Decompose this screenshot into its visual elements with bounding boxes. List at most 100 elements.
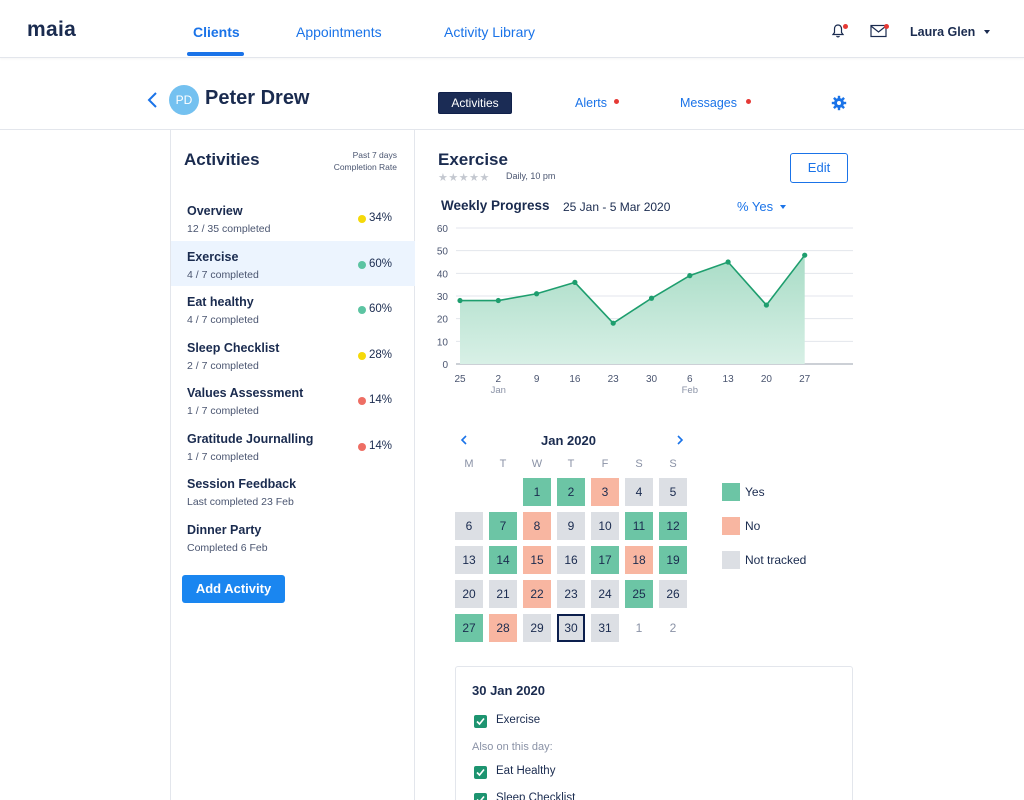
activity-item-dinner-party[interactable]: Dinner Party Completed 6 Feb [171, 514, 415, 559]
legend-label: Yes [745, 485, 765, 499]
chevron-down-icon[interactable] [780, 205, 786, 209]
tab-messages[interactable]: Messages [680, 96, 737, 110]
calendar-day[interactable]: 28 [489, 614, 517, 642]
calendar-day[interactable]: 29 [523, 614, 551, 642]
calendar-day[interactable]: 4 [625, 478, 653, 506]
activity-frequency: Daily, 10 pm [506, 171, 556, 181]
calendar-day[interactable]: 12 [659, 512, 687, 540]
activity-item-sleep-checklist[interactable]: Sleep Checklist 2 / 7 completed 28% [171, 332, 415, 377]
calendar-day[interactable]: 14 [489, 546, 517, 574]
completion-dot [358, 260, 366, 269]
app-logo[interactable]: maia [27, 18, 77, 41]
exercise-checkbox-label: Exercise [496, 714, 541, 726]
y-tick-label: 60 [437, 224, 449, 235]
activity-item-exercise[interactable]: Exercise 4 / 7 completed 60% [171, 240, 415, 286]
calendar-day[interactable]: 11 [625, 512, 653, 540]
also-on-this-day-label: Also on this day: [472, 741, 553, 753]
calendar-day[interactable]: 1 [523, 478, 551, 506]
avatar: PD [169, 85, 199, 115]
check-icon [476, 717, 485, 726]
activity-name: Eat healthy [187, 295, 254, 309]
completion-rate: 28% [369, 348, 393, 361]
user-menu[interactable]: Laura Glen [910, 25, 976, 39]
notification-dot [843, 24, 848, 29]
calendar-day[interactable]: 7 [489, 512, 517, 540]
eat-healthy-checkbox[interactable] [474, 766, 487, 779]
calendar-day[interactable]: 19 [659, 546, 687, 574]
calendar-day[interactable]: 1 [635, 621, 643, 635]
calendar-day[interactable]: 31 [591, 614, 619, 642]
calendar-day[interactable]: 2 [557, 478, 585, 506]
calendar-day[interactable]: 16 [557, 546, 585, 574]
bell-icon[interactable] [830, 23, 846, 39]
activity-item-gratitude-journalling[interactable]: Gratitude Journalling 1 / 7 completed 14% [171, 423, 415, 468]
data-point [457, 297, 463, 304]
activity-item-eat-healthy[interactable]: Eat healthy 4 / 7 completed 60% [171, 286, 415, 331]
weekly-progress-chart: 0 10 20 30 40 50 60 25 2 9 16 23 30 6 13 20 27 Jan Feb [437, 224, 853, 396]
mail-icon[interactable] [870, 24, 888, 38]
data-point [534, 291, 540, 297]
exercise-checkbox[interactable] [474, 715, 487, 728]
calendar-day[interactable]: 17 [591, 546, 619, 574]
back-arrow-icon[interactable] [146, 91, 160, 109]
nav-tab-activity-library[interactable]: Activity Library [444, 24, 536, 40]
calendar-day[interactable]: 5 [659, 478, 687, 506]
activity-item-overview[interactable]: Overview 12 / 35 completed 34% [171, 195, 415, 240]
edit-button[interactable]: Edit [790, 153, 848, 183]
x-tick-label: 20 [761, 374, 773, 385]
activity-name: Values Assessment [187, 386, 304, 400]
completion-rate-label-line1: Past 7 days [352, 150, 397, 160]
calendar-day[interactable]: 13 [455, 546, 483, 574]
activity-status: 4 / 7 completed [187, 314, 259, 326]
calendar-day[interactable]: 18 [625, 546, 653, 574]
x-tick-label: 6 [687, 374, 693, 385]
date-range[interactable]: 25 Jan - 5 Mar 2020 [563, 200, 671, 214]
calendar-day[interactable]: 8 [523, 512, 551, 540]
calendar-day[interactable]: 24 [591, 580, 619, 608]
series-line [460, 254, 806, 325]
completion-rate-label: Past 7 days Completion Rate [334, 149, 397, 173]
activity-item-session-feedback[interactable]: Session Feedback Last completed 23 Feb [171, 468, 415, 513]
calendar-day[interactable]: 27 [455, 614, 483, 642]
completion-dot [358, 351, 366, 360]
x-tick-label: 16 [569, 374, 581, 385]
tab-activities[interactable]: Activities [438, 92, 512, 114]
activity-item-values-assessment[interactable]: Values Assessment 1 / 7 completed 14% [171, 377, 415, 422]
calendar-day[interactable]: 9 [557, 512, 585, 540]
add-activity-button[interactable]: Add Activity [182, 575, 285, 603]
nav-tab-clients[interactable]: Clients [193, 24, 240, 40]
y-tick-label: 30 [437, 292, 449, 303]
tab-alerts[interactable]: Alerts [575, 96, 607, 110]
calendar-day[interactable]: 2 [669, 621, 677, 635]
chevron-left-icon[interactable] [459, 434, 469, 446]
y-tick-label: 40 [437, 269, 449, 280]
calendar-day[interactable]: 15 [523, 546, 551, 574]
gear-icon[interactable] [831, 95, 847, 111]
calendar-day[interactable]: 3 [591, 478, 619, 506]
calendar-day[interactable]: 6 [455, 512, 483, 540]
metric-select[interactable]: % Yes [737, 199, 774, 214]
messages-dot [746, 99, 751, 104]
client-header: PD Peter Drew Activities Alerts Messages [0, 58, 1024, 130]
alerts-dot [614, 99, 619, 104]
calendar-day[interactable]: 10 [591, 512, 619, 540]
weekday-label: S [669, 458, 677, 470]
check-icon [476, 768, 485, 777]
chevron-down-icon[interactable] [984, 30, 990, 34]
activity-name: Overview [187, 204, 243, 218]
weekday-label: T [567, 458, 575, 470]
legend-swatch [722, 517, 740, 535]
calendar-day[interactable]: 30 [557, 614, 585, 642]
rating-stars: ★★★★★ [438, 172, 490, 184]
chevron-right-icon[interactable] [675, 434, 685, 446]
x-tick-label: 27 [799, 374, 811, 385]
check-icon [476, 795, 485, 800]
sleep-checklist-checkbox[interactable] [474, 793, 487, 800]
nav-tab-appointments[interactable]: Appointments [296, 24, 382, 40]
calendar-day[interactable]: 23 [557, 580, 585, 608]
calendar-day[interactable]: 26 [659, 580, 687, 608]
calendar-day[interactable]: 22 [523, 580, 551, 608]
calendar-day[interactable]: 20 [455, 580, 483, 608]
calendar-day[interactable]: 25 [625, 580, 653, 608]
calendar-day[interactable]: 21 [489, 580, 517, 608]
